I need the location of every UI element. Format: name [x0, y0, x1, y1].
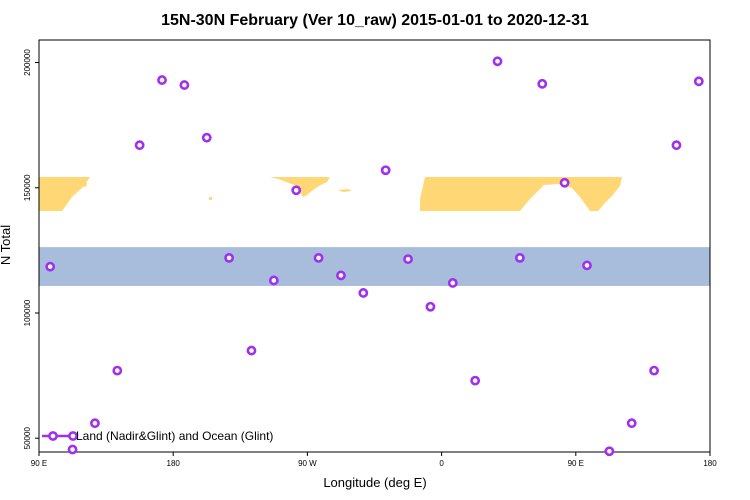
- data-point: [201, 132, 212, 143]
- x-axis-label: Longitude (deg E): [323, 475, 426, 490]
- data-point: [649, 365, 659, 376]
- data-point: [447, 278, 458, 288]
- legend: Land (Nadir&Glint) and Ocean (Glint): [42, 429, 273, 443]
- x-axis: 90 E 180 90 W 0 90 E 180: [31, 452, 717, 468]
- data-point: [537, 78, 548, 89]
- data-point: [514, 252, 525, 263]
- x-tick-label: 0: [439, 459, 444, 468]
- y-axis-label: N Total: [0, 225, 13, 265]
- map-land-mexico: [270, 177, 330, 197]
- map-ocean: [39, 247, 710, 286]
- map-land-cuba: [338, 189, 352, 192]
- data-point: [157, 75, 167, 85]
- map-land-taiwan: [83, 182, 87, 187]
- data-point: [425, 301, 436, 312]
- x-tick-label: 180: [167, 459, 181, 468]
- data-points: [45, 56, 704, 457]
- x-tick-label: 90 E: [31, 459, 47, 468]
- plot-frame: [38, 39, 711, 453]
- data-point: [403, 254, 413, 265]
- data-point: [268, 275, 279, 286]
- data-point: [470, 375, 481, 386]
- chart-title: 15N-30N February (Ver 10_raw) 2015-01-01…: [161, 12, 589, 29]
- data-point: [559, 177, 570, 188]
- map-land-indochina: [39, 177, 90, 211]
- data-point: [358, 288, 369, 298]
- x-tick-label: 90 E: [568, 459, 584, 468]
- x-tick-label: 90 W: [298, 459, 317, 468]
- x-tick-label: 180: [703, 459, 717, 468]
- y-axis: 50000 100000 150000 200000: [23, 49, 39, 450]
- data-point: [291, 185, 302, 196]
- data-point: [604, 446, 615, 457]
- y-tick-label: 100000: [23, 299, 32, 326]
- data-point: [112, 365, 123, 376]
- data-point: [134, 140, 145, 151]
- y-tick-label: 150000: [23, 174, 32, 201]
- legend-marker: [68, 431, 78, 441]
- data-point: [67, 444, 78, 455]
- data-point: [671, 140, 682, 151]
- data-point: [90, 418, 100, 429]
- data-point: [246, 345, 257, 356]
- data-point: [224, 252, 235, 263]
- data-point: [45, 261, 56, 272]
- data-point: [582, 260, 592, 271]
- data-point: [380, 165, 391, 176]
- map-land-africa-arabia: [420, 177, 622, 211]
- data-point: [492, 56, 503, 67]
- y-tick-label: 200000: [23, 49, 32, 76]
- y-tick-label: 50000: [23, 427, 32, 450]
- data-point: [693, 76, 704, 87]
- legend-marker: [48, 431, 58, 441]
- map-band: [39, 177, 710, 286]
- data-point: [313, 252, 324, 263]
- data-point: [179, 80, 190, 90]
- data-point: [336, 270, 346, 281]
- data-point: [626, 418, 637, 429]
- map-land-hawaii: [209, 197, 212, 200]
- legend-label: Land (Nadir&Glint) and Ocean (Glint): [76, 429, 273, 443]
